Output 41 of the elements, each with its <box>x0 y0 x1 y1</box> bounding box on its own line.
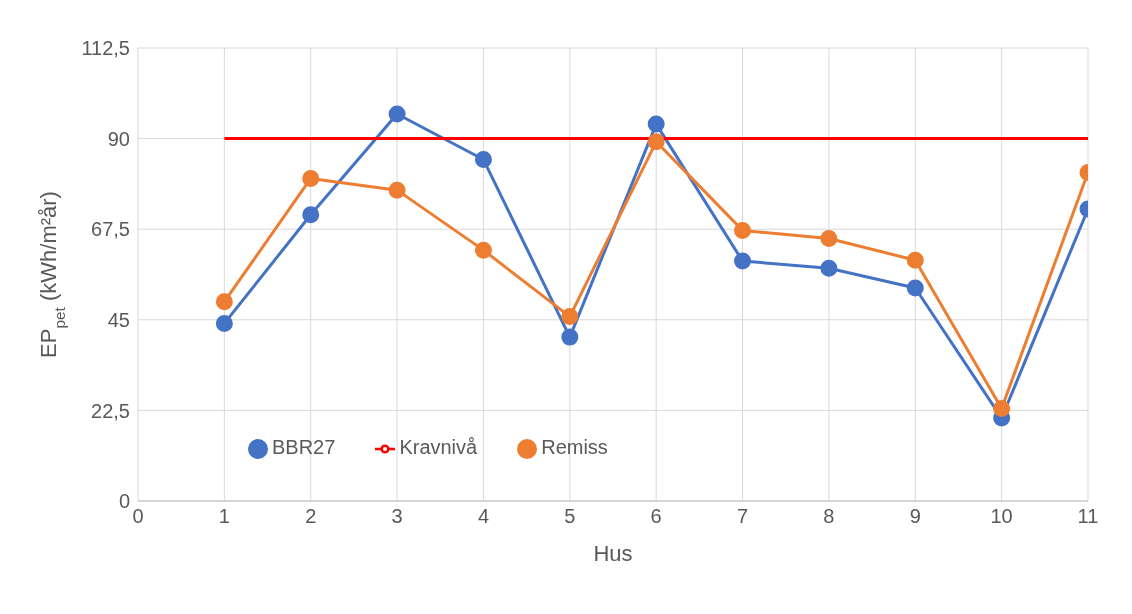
point <box>906 251 924 269</box>
point <box>647 133 665 151</box>
x-tick-label: 4 <box>477 505 490 528</box>
x-tick-label: 6 <box>650 505 662 528</box>
point <box>474 241 492 259</box>
point <box>302 169 320 187</box>
point <box>647 115 665 133</box>
x-tick-label: 0 <box>132 505 144 528</box>
x-tick-label: 7 <box>736 505 749 528</box>
point <box>820 229 838 247</box>
point <box>215 314 233 332</box>
legend-label: Remiss <box>541 436 608 458</box>
point <box>474 151 492 169</box>
y-tick-label: 67,5 <box>91 218 130 241</box>
x-tick-label: 10 <box>990 505 1013 528</box>
point <box>561 328 579 346</box>
point <box>388 181 406 199</box>
point <box>820 259 838 277</box>
y-tick-label: 90 <box>107 127 130 150</box>
x-tick-label: 11 <box>1077 505 1099 528</box>
x-axis-title: Hus <box>593 541 633 566</box>
y-tick-label: 45 <box>107 308 130 331</box>
legend-label: BBR27 <box>272 436 336 458</box>
point <box>561 308 579 326</box>
point <box>302 206 320 224</box>
x-tick-label: 2 <box>305 505 317 528</box>
point <box>993 399 1011 417</box>
x-tick-label: 5 <box>564 505 576 528</box>
legend-label: Kravnivå <box>399 436 478 458</box>
point <box>734 252 752 270</box>
point <box>388 105 406 123</box>
y-tick-label: 0 <box>118 490 130 513</box>
y-tick-label: 112,5 <box>81 37 130 60</box>
point <box>215 293 233 311</box>
x-tick-label: 3 <box>391 505 403 528</box>
y-tick-label: 22,5 <box>91 399 130 422</box>
x-tick-label: 8 <box>823 505 835 528</box>
point <box>734 221 752 239</box>
x-tick-label: 1 <box>218 505 230 528</box>
point <box>906 279 924 297</box>
x-tick-label: 9 <box>909 505 921 528</box>
